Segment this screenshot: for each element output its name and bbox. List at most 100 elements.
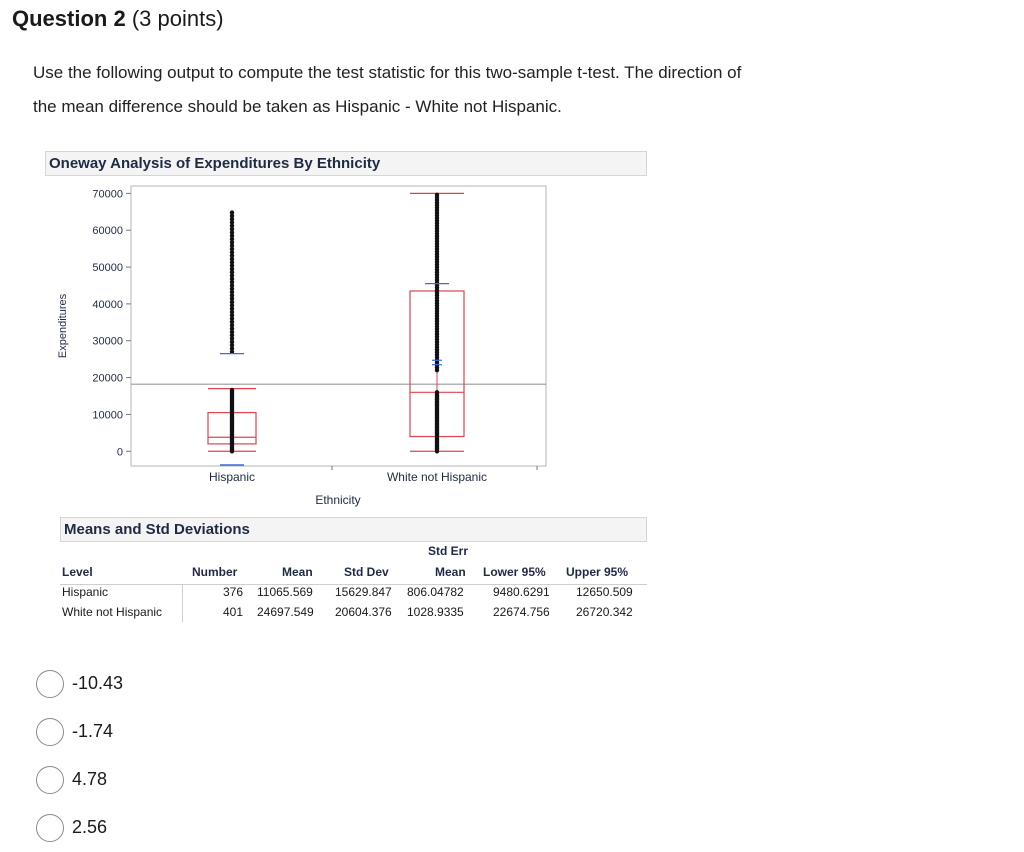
data-point [434, 390, 440, 395]
oneway-panel-title: Oneway Analysis of Expenditures By Ethni… [45, 151, 647, 176]
header-lower95: Lower 95% [483, 565, 546, 579]
data-point [229, 279, 235, 285]
data-point [229, 387, 235, 393]
header-std-err-mean: Mean [435, 565, 466, 579]
table-header-divider [60, 584, 647, 585]
data-point [229, 236, 235, 242]
row-white-upper95: 26720.342 [576, 605, 633, 619]
data-point [229, 263, 235, 268]
x-tick-label: White not Hispanic [387, 470, 487, 484]
data-point [229, 326, 235, 331]
data-point [229, 273, 235, 278]
data-point [229, 303, 235, 308]
data-point [434, 192, 440, 198]
row-hispanic-lower95: 9480.6291 [493, 585, 550, 599]
data-point [229, 309, 235, 315]
y-tick-label: 50000 [92, 262, 123, 274]
data-point [229, 299, 235, 305]
prompt-line-2: the mean difference should be taken as H… [33, 97, 562, 116]
level-column-divider [60, 584, 183, 622]
header-level: Level [62, 565, 93, 579]
row-hispanic-level: Hispanic [62, 585, 109, 599]
choice-1-label: -10.43 [72, 673, 124, 693]
header-mean: Mean [282, 565, 313, 579]
data-point [229, 220, 235, 225]
choice-1-radio[interactable] [36, 670, 64, 698]
header-std-dev: Std Dev [344, 565, 389, 579]
data-point [229, 266, 235, 272]
y-axis-label: Expenditures [57, 293, 69, 358]
row-hispanic-std-dev: 15629.847 [335, 585, 392, 599]
means-panel-title: Means and Std Deviations [60, 517, 647, 542]
data-point [229, 306, 235, 311]
x-tick-label: Hispanic [209, 470, 255, 484]
choice-3-radio[interactable] [36, 766, 64, 794]
data-point [229, 342, 235, 348]
row-white-lower95: 22674.756 [493, 605, 550, 619]
y-tick-label: 0 [117, 446, 123, 458]
data-point [229, 226, 235, 232]
choice-2-label: -1.74 [72, 721, 114, 741]
data-point [229, 296, 235, 301]
data-point [229, 210, 235, 215]
question-prompt: Use the following output to compute the … [33, 56, 933, 124]
data-point [229, 240, 235, 245]
data-point [229, 316, 235, 321]
row-white-level: White not Hispanic [62, 605, 163, 619]
question-points: (3 points) [131, 6, 224, 31]
data-point [229, 260, 235, 265]
data-point [229, 250, 235, 255]
data-point [229, 213, 235, 219]
data-point [229, 349, 235, 354]
y-tick-label: 70000 [92, 188, 123, 200]
data-point [229, 293, 235, 298]
row-white-std-err: 1028.9335 [407, 605, 464, 619]
y-tick-label: 30000 [92, 336, 123, 348]
row-hispanic-upper95: 12650.509 [576, 585, 633, 599]
row-white-mean: 24697.549 [257, 605, 314, 619]
y-tick-label: 40000 [92, 299, 123, 311]
data-point [229, 256, 235, 262]
row-hispanic-std-err: 806.04782 [407, 585, 464, 599]
oneway-plot: 70000 60000 50000 40000 30000 20000 10000 0 Hisp… [57, 185, 547, 507]
data-point [229, 230, 235, 235]
data-point [229, 253, 235, 258]
data-point [229, 246, 235, 252]
row-hispanic-number: 376 [223, 585, 244, 599]
data-point [229, 233, 235, 238]
header-number: Number [192, 565, 238, 579]
data-point [229, 286, 235, 291]
data-point [229, 323, 235, 328]
choice-3-label: 4.78 [72, 769, 108, 789]
y-tick-label: 20000 [92, 373, 123, 385]
header-std-err-top: Std Err [428, 544, 469, 558]
choice-2-radio[interactable] [36, 718, 64, 746]
plot-frame [130, 185, 547, 467]
prompt-line-1: Use the following output to compute the … [33, 63, 742, 82]
data-point [229, 223, 235, 228]
data-point [229, 289, 235, 295]
data-point [229, 346, 235, 351]
row-white-number: 401 [223, 605, 244, 619]
data-point [229, 270, 235, 275]
x-axis-label: Ethnicity [315, 493, 360, 507]
data-point [229, 336, 235, 341]
data-point [229, 319, 235, 325]
data-point [229, 329, 235, 335]
row-hispanic-mean: 11065.569 [257, 585, 313, 599]
choice-4-radio[interactable] [36, 814, 64, 842]
data-point [229, 339, 235, 345]
row-white-std-dev: 20604.376 [335, 605, 392, 619]
data-point [229, 243, 235, 248]
question-number: Question 2 [12, 6, 126, 31]
choice-4-label: 2.56 [72, 817, 108, 837]
data-point [229, 333, 235, 338]
question-title: Question 2 (3 points) [12, 6, 224, 32]
data-point [229, 276, 235, 282]
data-point [229, 216, 235, 222]
data-point [229, 283, 235, 288]
y-tick-label: 60000 [92, 225, 123, 237]
header-upper95: Upper 95% [566, 565, 629, 579]
y-tick-label: 10000 [92, 409, 123, 421]
data-point [229, 313, 235, 318]
